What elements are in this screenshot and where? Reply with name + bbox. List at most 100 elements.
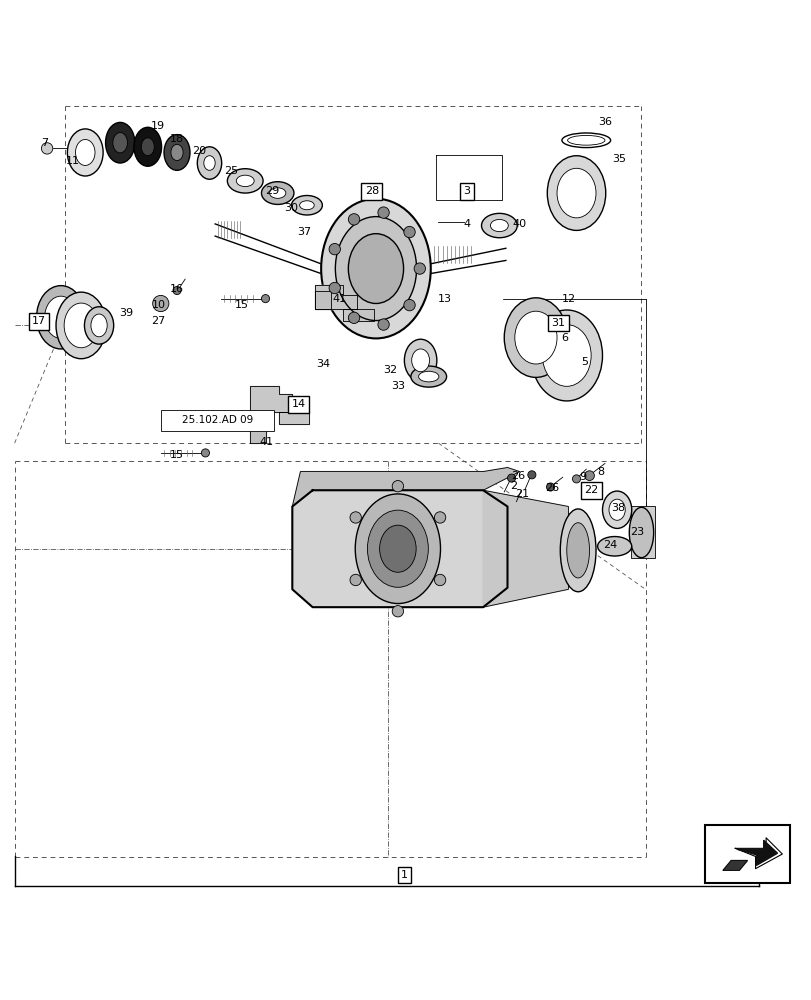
Ellipse shape	[514, 311, 556, 364]
Ellipse shape	[269, 188, 285, 198]
Polygon shape	[292, 468, 519, 506]
Text: 39: 39	[118, 308, 133, 318]
Circle shape	[434, 512, 445, 523]
Text: 22: 22	[583, 485, 598, 495]
Text: 33: 33	[390, 381, 405, 391]
Ellipse shape	[530, 310, 602, 401]
Text: 41: 41	[332, 294, 346, 304]
Ellipse shape	[67, 129, 103, 176]
Text: 1: 1	[401, 870, 407, 880]
Ellipse shape	[170, 144, 183, 161]
Circle shape	[377, 319, 388, 330]
Ellipse shape	[379, 525, 415, 572]
Circle shape	[434, 574, 445, 586]
Ellipse shape	[504, 298, 567, 377]
Ellipse shape	[291, 196, 322, 215]
Ellipse shape	[320, 199, 430, 338]
Circle shape	[392, 481, 403, 492]
Ellipse shape	[91, 314, 107, 337]
Polygon shape	[734, 838, 782, 869]
Text: 8: 8	[597, 467, 603, 477]
Ellipse shape	[141, 138, 154, 156]
Text: 41: 41	[259, 437, 273, 447]
Ellipse shape	[348, 234, 403, 303]
Circle shape	[41, 143, 53, 154]
Text: 17: 17	[32, 316, 46, 326]
Ellipse shape	[261, 182, 294, 204]
Polygon shape	[722, 861, 746, 870]
Polygon shape	[315, 291, 331, 309]
Polygon shape	[736, 840, 776, 865]
Text: 20: 20	[191, 146, 206, 156]
Text: 23: 23	[629, 527, 644, 537]
Text: 9: 9	[579, 472, 586, 482]
Ellipse shape	[404, 339, 436, 381]
Text: 13: 13	[437, 294, 452, 304]
Circle shape	[527, 471, 535, 479]
Bar	[704, 825, 789, 883]
Text: 5: 5	[581, 357, 587, 367]
Ellipse shape	[566, 523, 589, 578]
Ellipse shape	[236, 175, 254, 187]
Circle shape	[173, 286, 181, 295]
Text: 10: 10	[151, 300, 165, 310]
Circle shape	[507, 474, 515, 482]
Polygon shape	[292, 490, 507, 607]
Text: 32: 32	[382, 365, 397, 375]
Text: 4: 4	[463, 219, 470, 229]
Text: 26: 26	[510, 471, 525, 481]
Ellipse shape	[629, 507, 653, 558]
Bar	[161, 410, 274, 431]
Text: 31: 31	[551, 318, 565, 328]
Ellipse shape	[556, 168, 595, 218]
Text: 11: 11	[66, 156, 80, 166]
Ellipse shape	[418, 371, 438, 382]
Ellipse shape	[197, 147, 221, 179]
Text: 28: 28	[364, 186, 379, 196]
Circle shape	[392, 606, 403, 617]
Ellipse shape	[410, 366, 446, 387]
Circle shape	[403, 299, 414, 311]
Text: 12: 12	[560, 294, 575, 304]
Text: 2: 2	[510, 481, 517, 491]
Circle shape	[572, 475, 580, 483]
Text: 7: 7	[41, 138, 48, 148]
Ellipse shape	[105, 122, 135, 163]
Ellipse shape	[84, 307, 114, 344]
Polygon shape	[315, 285, 373, 321]
Text: 18: 18	[169, 134, 184, 144]
Ellipse shape	[602, 491, 631, 528]
Ellipse shape	[113, 133, 127, 153]
Ellipse shape	[299, 201, 314, 210]
Ellipse shape	[608, 499, 624, 520]
Text: 25: 25	[224, 166, 238, 176]
Circle shape	[328, 243, 340, 255]
Ellipse shape	[45, 296, 77, 338]
Polygon shape	[250, 386, 308, 424]
Circle shape	[414, 263, 425, 274]
Circle shape	[350, 512, 361, 523]
Polygon shape	[483, 490, 568, 607]
Circle shape	[328, 282, 340, 294]
Circle shape	[201, 449, 209, 457]
Circle shape	[348, 312, 359, 323]
Text: 25.102.AD 09: 25.102.AD 09	[182, 415, 253, 425]
Text: 40: 40	[512, 219, 526, 229]
Ellipse shape	[547, 156, 605, 230]
Ellipse shape	[227, 169, 263, 193]
Text: 6: 6	[560, 333, 567, 343]
Ellipse shape	[64, 303, 98, 348]
Ellipse shape	[490, 219, 508, 232]
Circle shape	[348, 214, 359, 225]
Circle shape	[584, 471, 594, 481]
Text: 24: 24	[603, 540, 617, 550]
Ellipse shape	[367, 510, 428, 587]
Circle shape	[377, 207, 388, 218]
Text: 14: 14	[291, 399, 306, 409]
Text: 29: 29	[264, 186, 279, 196]
Text: 21: 21	[514, 489, 529, 499]
Text: 37: 37	[297, 227, 311, 237]
Ellipse shape	[481, 213, 517, 238]
Text: 35: 35	[611, 154, 625, 164]
Ellipse shape	[204, 156, 215, 170]
